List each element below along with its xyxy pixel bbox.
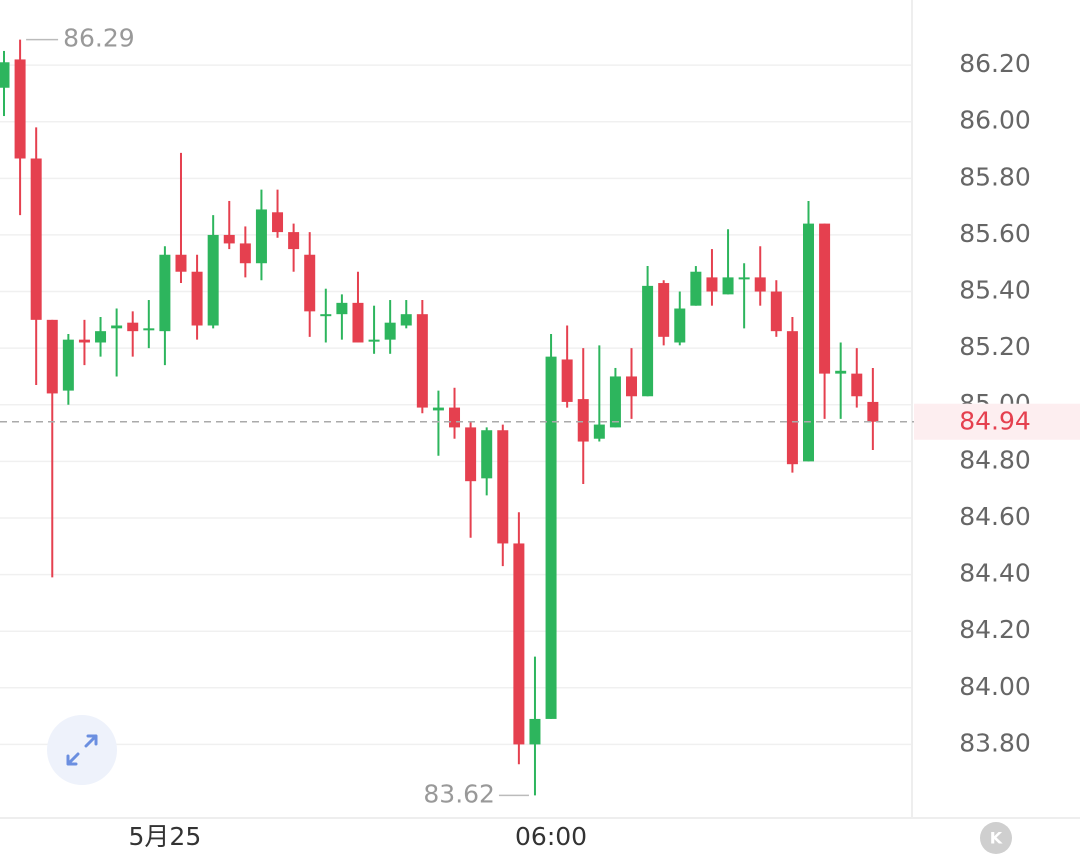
y-tick-label: 85.20 — [959, 332, 1031, 361]
y-tick-label: 84.20 — [959, 615, 1031, 644]
candle-body — [819, 223, 831, 374]
candle-body — [46, 319, 58, 394]
labels: 83.8084.0084.2084.4084.6084.8085.0085.20… — [0, 24, 1080, 851]
candle-body — [191, 271, 203, 326]
candle-body — [432, 407, 444, 411]
max-marker-label: 86.29 — [63, 24, 135, 53]
candle-body — [851, 373, 863, 397]
candle-body — [481, 430, 493, 479]
candle-body — [78, 339, 90, 343]
expand-button[interactable] — [47, 715, 117, 785]
candle-body — [690, 271, 702, 306]
candle-body — [400, 314, 412, 326]
grid — [0, 64, 912, 746]
candle-body — [786, 331, 798, 465]
last-price-bg — [914, 403, 1080, 440]
y-tick-label: 86.20 — [959, 49, 1031, 78]
candle-body — [722, 277, 734, 295]
expand-button-bg[interactable] — [47, 715, 117, 785]
candle-body — [658, 283, 670, 337]
candle-body — [111, 325, 123, 329]
candle-body — [30, 158, 42, 320]
candle-body — [255, 209, 267, 264]
candle-body — [239, 243, 251, 264]
k-button-label[interactable]: K — [990, 829, 1003, 848]
candle-body — [593, 424, 605, 439]
candle-body — [674, 308, 686, 343]
candle-body — [513, 543, 525, 745]
candle-body — [577, 399, 589, 442]
candle-body — [95, 331, 107, 343]
y-tick-label: 85.40 — [959, 276, 1031, 305]
candle-body — [626, 376, 638, 397]
candle-body — [304, 254, 316, 312]
candle-body — [867, 401, 879, 422]
candle-body — [223, 234, 235, 244]
candle-body — [336, 302, 348, 315]
candle-body — [706, 277, 718, 292]
k-button-bg[interactable] — [980, 822, 1012, 854]
candle-body — [561, 359, 573, 402]
y-tick-label: 85.60 — [959, 219, 1031, 248]
y-tick-label: 84.40 — [959, 559, 1031, 588]
candle-body — [835, 370, 847, 374]
candle-body — [754, 277, 766, 292]
candle-body — [320, 314, 332, 317]
candle-body — [384, 322, 396, 340]
x-tick-label: 5月25 — [129, 822, 202, 851]
candle-body — [368, 339, 380, 342]
candle-body — [529, 718, 541, 745]
candle-body — [609, 376, 621, 428]
candle-body — [416, 314, 428, 408]
y-tick-label: 84.80 — [959, 445, 1031, 474]
y-tick-label: 84.00 — [959, 672, 1031, 701]
k-button[interactable]: K — [980, 822, 1012, 854]
candle-body — [545, 356, 557, 719]
candle-body — [127, 322, 139, 332]
candle-body — [497, 430, 509, 544]
candle-body — [738, 277, 750, 280]
candles — [0, 39, 879, 796]
last-price-label: 84.94 — [959, 407, 1031, 436]
y-tick-label: 86.00 — [959, 106, 1031, 135]
candle-body — [175, 254, 187, 272]
y-tick-label: 85.80 — [959, 162, 1031, 191]
y-tick-label: 83.80 — [959, 728, 1031, 757]
candle-body — [352, 302, 364, 343]
candle-body — [465, 427, 477, 482]
y-tick-label: 84.60 — [959, 502, 1031, 531]
min-marker-label: 83.62 — [423, 779, 495, 808]
candle-body — [642, 285, 654, 397]
candle-body — [0, 62, 10, 88]
expand-icon[interactable] — [66, 734, 98, 766]
candle-body — [143, 328, 155, 331]
candle-body — [14, 59, 26, 159]
x-tick-label: 06:00 — [515, 822, 587, 851]
candle-body — [770, 291, 782, 332]
candle-body — [62, 339, 74, 391]
candle-body — [159, 254, 171, 332]
candle-body — [272, 212, 284, 233]
candle-body — [288, 232, 300, 250]
candle-body — [207, 234, 219, 326]
candle-body — [449, 407, 461, 428]
candle-body — [803, 223, 814, 462]
